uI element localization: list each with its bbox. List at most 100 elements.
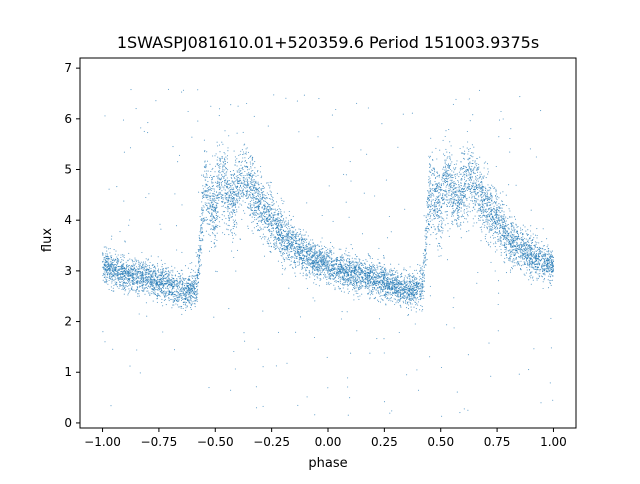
data-point: [305, 231, 307, 233]
data-point: [262, 185, 264, 187]
data-point: [294, 252, 296, 254]
data-point: [226, 197, 228, 199]
data-point: [173, 349, 176, 351]
data-point: [236, 132, 238, 134]
data-point: [375, 289, 377, 291]
data-point: [531, 265, 533, 267]
data-point: [500, 110, 502, 113]
data-point: [518, 245, 521, 247]
data-point: [302, 243, 305, 245]
data-point: [174, 290, 176, 292]
data-point: [421, 297, 423, 300]
data-point: [230, 200, 232, 203]
data-point: [500, 254, 502, 256]
data-point: [212, 233, 214, 235]
data-point: [396, 300, 398, 302]
data-point: [526, 233, 528, 235]
data-point: [235, 190, 237, 192]
data-point: [116, 264, 118, 266]
data-point: [321, 255, 323, 257]
data-point: [463, 153, 465, 155]
data-point: [316, 267, 318, 269]
data-point: [247, 190, 249, 192]
data-point: [488, 342, 490, 344]
data-point: [353, 281, 355, 283]
data-point: [491, 196, 493, 198]
data-point: [185, 302, 187, 304]
data-point: [293, 230, 295, 232]
data-point: [426, 230, 428, 232]
data-point: [226, 171, 228, 173]
data-point: [249, 203, 251, 205]
data-point: [472, 225, 474, 227]
data-point: [447, 201, 449, 203]
data-point: [452, 182, 454, 184]
data-point: [199, 251, 201, 253]
data-point: [325, 247, 327, 249]
data-point: [355, 258, 357, 260]
data-point: [285, 223, 287, 225]
data-point: [533, 237, 535, 239]
data-point: [140, 277, 142, 279]
data-point: [502, 224, 504, 226]
data-point: [297, 239, 299, 241]
data-point: [115, 268, 117, 270]
data-point: [301, 234, 303, 236]
data-point: [102, 275, 104, 277]
data-point: [492, 202, 494, 204]
data-point: [312, 270, 314, 272]
data-point: [259, 197, 261, 199]
data-point: [464, 204, 466, 206]
data-point: [432, 224, 434, 226]
data-point: [326, 283, 328, 285]
data-point: [442, 182, 444, 184]
data-point: [401, 297, 403, 299]
data-point: [306, 202, 308, 204]
data-point: [483, 222, 485, 224]
data-point: [171, 283, 173, 285]
data-point: [549, 382, 551, 384]
data-point: [195, 252, 197, 254]
data-point: [474, 204, 476, 206]
data-point: [428, 220, 430, 222]
data-point: [503, 242, 505, 244]
data-point: [176, 287, 179, 289]
data-point: [440, 236, 442, 238]
data-point: [477, 199, 479, 201]
data-point: [376, 264, 378, 266]
data-point: [488, 225, 490, 227]
data-point: [478, 166, 480, 168]
data-point: [464, 185, 466, 187]
data-point: [212, 193, 214, 195]
data-point: [210, 206, 212, 208]
data-point: [246, 184, 248, 186]
data-point: [504, 218, 506, 220]
data-point: [257, 174, 259, 176]
data-point: [312, 239, 314, 241]
data-point: [472, 160, 474, 162]
data-point: [254, 187, 256, 189]
data-point: [451, 215, 453, 217]
data-point: [293, 246, 295, 248]
data-point: [396, 270, 398, 272]
data-point: [395, 279, 397, 281]
data-point: [306, 396, 308, 398]
data-point: [483, 175, 485, 177]
data-point: [410, 309, 412, 311]
data-point: [231, 250, 233, 252]
data-point: [318, 245, 320, 247]
data-point: [471, 196, 473, 198]
data-point: [111, 235, 113, 237]
data-point: [464, 153, 466, 155]
data-point: [146, 290, 148, 292]
data-point: [288, 236, 290, 238]
data-point: [116, 281, 118, 283]
data-point: [201, 210, 203, 212]
data-point: [231, 184, 233, 186]
data-point: [134, 259, 136, 261]
data-point: [414, 269, 416, 271]
data-point: [352, 260, 354, 262]
data-point: [420, 296, 422, 298]
data-point: [280, 233, 282, 235]
data-point: [129, 284, 131, 286]
